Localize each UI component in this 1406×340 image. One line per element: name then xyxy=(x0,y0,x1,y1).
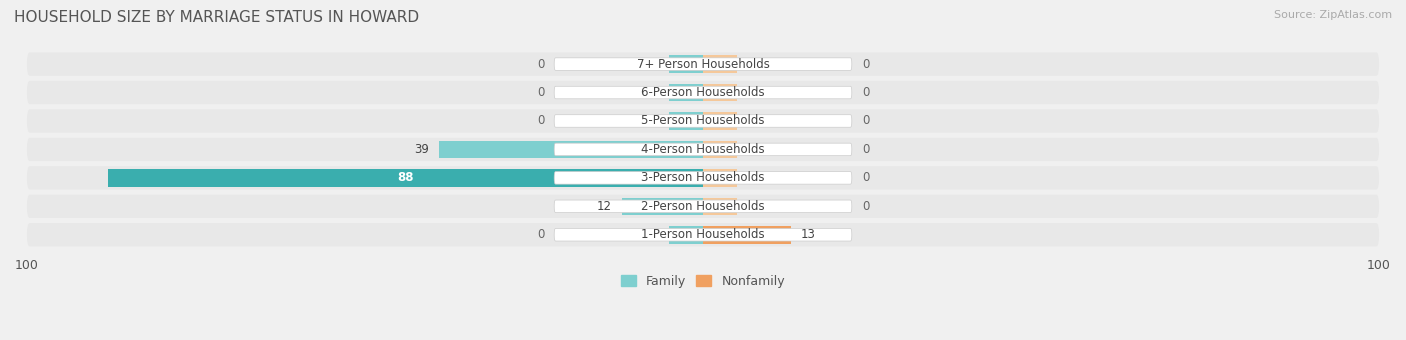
Text: 7+ Person Households: 7+ Person Households xyxy=(637,57,769,71)
Text: 2-Person Households: 2-Person Households xyxy=(641,200,765,213)
Text: 0: 0 xyxy=(862,86,869,99)
Bar xyxy=(703,112,737,130)
Bar xyxy=(669,84,703,101)
Bar xyxy=(669,112,703,130)
FancyBboxPatch shape xyxy=(27,138,1379,161)
Bar xyxy=(669,226,703,243)
Text: 0: 0 xyxy=(862,115,869,128)
Text: 0: 0 xyxy=(862,171,869,184)
Bar xyxy=(703,55,737,73)
Text: 0: 0 xyxy=(862,200,869,213)
Bar xyxy=(439,141,703,158)
Text: 0: 0 xyxy=(862,143,869,156)
Text: 0: 0 xyxy=(862,57,869,71)
Text: 88: 88 xyxy=(398,171,413,184)
FancyBboxPatch shape xyxy=(554,200,852,212)
Bar xyxy=(703,198,737,215)
Text: 5-Person Households: 5-Person Households xyxy=(641,115,765,128)
Text: 13: 13 xyxy=(801,228,815,241)
FancyBboxPatch shape xyxy=(27,81,1379,104)
Text: Source: ZipAtlas.com: Source: ZipAtlas.com xyxy=(1274,10,1392,20)
Text: 39: 39 xyxy=(415,143,429,156)
FancyBboxPatch shape xyxy=(27,223,1379,246)
Bar xyxy=(703,226,792,243)
Text: 0: 0 xyxy=(537,228,544,241)
FancyBboxPatch shape xyxy=(27,166,1379,189)
Legend: Family, Nonfamily: Family, Nonfamily xyxy=(616,270,790,293)
FancyBboxPatch shape xyxy=(554,86,852,99)
Text: 4-Person Households: 4-Person Households xyxy=(641,143,765,156)
Text: 0: 0 xyxy=(537,115,544,128)
Text: 1-Person Households: 1-Person Households xyxy=(641,228,765,241)
FancyBboxPatch shape xyxy=(27,195,1379,218)
FancyBboxPatch shape xyxy=(554,143,852,156)
Text: 12: 12 xyxy=(596,200,612,213)
Bar xyxy=(703,169,737,187)
Bar xyxy=(703,84,737,101)
FancyBboxPatch shape xyxy=(554,58,852,70)
Text: 6-Person Households: 6-Person Households xyxy=(641,86,765,99)
Text: 3-Person Households: 3-Person Households xyxy=(641,171,765,184)
FancyBboxPatch shape xyxy=(554,228,852,241)
Bar xyxy=(669,55,703,73)
FancyBboxPatch shape xyxy=(554,115,852,127)
Bar xyxy=(703,141,737,158)
Bar xyxy=(108,169,703,187)
Bar xyxy=(621,198,703,215)
FancyBboxPatch shape xyxy=(27,52,1379,76)
Text: 0: 0 xyxy=(537,57,544,71)
Text: 0: 0 xyxy=(537,86,544,99)
Text: HOUSEHOLD SIZE BY MARRIAGE STATUS IN HOWARD: HOUSEHOLD SIZE BY MARRIAGE STATUS IN HOW… xyxy=(14,10,419,25)
FancyBboxPatch shape xyxy=(27,109,1379,133)
FancyBboxPatch shape xyxy=(554,172,852,184)
